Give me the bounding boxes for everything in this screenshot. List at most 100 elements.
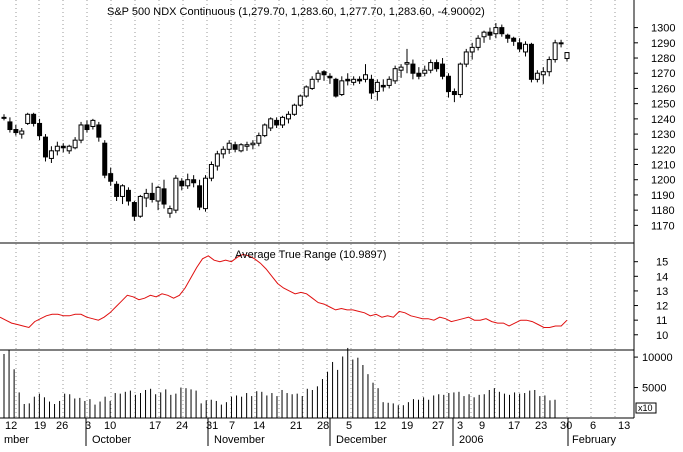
candle-body — [511, 37, 517, 42]
candle — [54, 141, 60, 156]
candle-body — [493, 27, 499, 35]
price-tick-label: 1200 — [651, 175, 675, 187]
candle — [451, 88, 457, 103]
candle — [517, 38, 523, 52]
candle-body — [102, 142, 108, 176]
day-tick-label: 31 — [206, 420, 218, 432]
candle — [380, 79, 386, 92]
price-tick-label: 1270 — [651, 68, 675, 80]
candle — [493, 23, 499, 39]
candle-body — [280, 116, 286, 126]
volume-tick-label: 5000 — [642, 383, 666, 395]
candle-body — [517, 42, 523, 50]
day-tick-label: 21 — [290, 420, 302, 432]
candle — [564, 52, 570, 62]
candle — [1, 114, 7, 121]
candle-body — [54, 145, 60, 152]
price-tick-label: 1170 — [651, 220, 675, 232]
candle-body — [90, 119, 96, 127]
candle — [250, 140, 256, 150]
candle — [191, 175, 197, 188]
candle — [220, 146, 226, 159]
candle-body — [274, 119, 280, 126]
candle — [90, 118, 96, 130]
volume-tick-label: 10000 — [642, 352, 673, 364]
price-tick-label: 1190 — [651, 190, 675, 202]
price-tick-label: 1300 — [651, 23, 675, 35]
candle-body — [552, 42, 558, 61]
candle — [291, 103, 297, 116]
candle-body — [534, 72, 540, 80]
candle-body — [120, 185, 126, 197]
candle-body — [380, 84, 386, 88]
candle-body — [185, 179, 191, 187]
candle — [149, 182, 155, 203]
candle-body — [564, 52, 570, 59]
candle — [528, 42, 534, 83]
candle — [25, 112, 31, 125]
candle-body — [232, 144, 238, 150]
candle-body — [445, 75, 451, 92]
candle — [404, 48, 410, 74]
candle-body — [469, 46, 475, 53]
candle-body — [96, 124, 102, 138]
month-label: February — [572, 434, 617, 446]
candle — [72, 137, 78, 150]
candle-body — [523, 43, 529, 53]
day-tick-label: 5 — [346, 420, 352, 432]
candle — [505, 33, 511, 43]
candle — [440, 58, 446, 80]
candle — [108, 167, 114, 186]
candle-body — [422, 69, 428, 74]
candle — [244, 141, 250, 151]
candle — [345, 73, 351, 86]
candle — [416, 67, 422, 80]
candle-body — [398, 66, 404, 71]
candle — [214, 150, 220, 171]
candle-body — [434, 62, 440, 70]
candle — [280, 115, 286, 128]
candle-body — [285, 113, 291, 120]
volume-unit-box — [635, 402, 657, 414]
candle — [309, 76, 315, 90]
candle-body — [546, 59, 552, 73]
candle — [185, 173, 191, 189]
candle-body — [487, 31, 493, 36]
candle-body — [238, 144, 244, 152]
candle — [102, 140, 108, 179]
price-tick-label: 1250 — [651, 99, 675, 111]
candle-body — [179, 180, 185, 187]
candle-body — [368, 78, 374, 94]
candle-body — [137, 195, 143, 217]
atr-series-line — [0, 253, 568, 329]
candle-body — [191, 179, 197, 184]
candle — [114, 181, 120, 202]
candle-body — [357, 78, 363, 82]
candle-body — [197, 185, 203, 208]
candle-body — [528, 43, 534, 80]
candle — [155, 185, 161, 211]
candle-body — [440, 63, 446, 77]
candle-body — [13, 129, 19, 134]
day-tick-label: 19 — [401, 420, 413, 432]
candle-body — [66, 145, 72, 152]
candle — [131, 201, 137, 221]
candle-body — [37, 122, 43, 137]
candle-body — [297, 95, 303, 106]
candle-body — [114, 183, 120, 197]
candle — [540, 67, 546, 84]
day-tick-label: 6 — [590, 420, 596, 432]
month-label: mber — [4, 434, 29, 446]
atr-axis: 10 11 12 13 14 15 — [634, 257, 668, 342]
day-tick-label: 3 — [457, 420, 463, 432]
price-tick-label: 1220 — [651, 144, 675, 156]
candle-body — [220, 148, 226, 155]
candle-body — [167, 208, 173, 214]
candle — [327, 73, 333, 84]
candle-body — [410, 63, 416, 74]
candle — [202, 175, 208, 212]
candle-body — [315, 72, 321, 80]
candle — [238, 143, 244, 153]
